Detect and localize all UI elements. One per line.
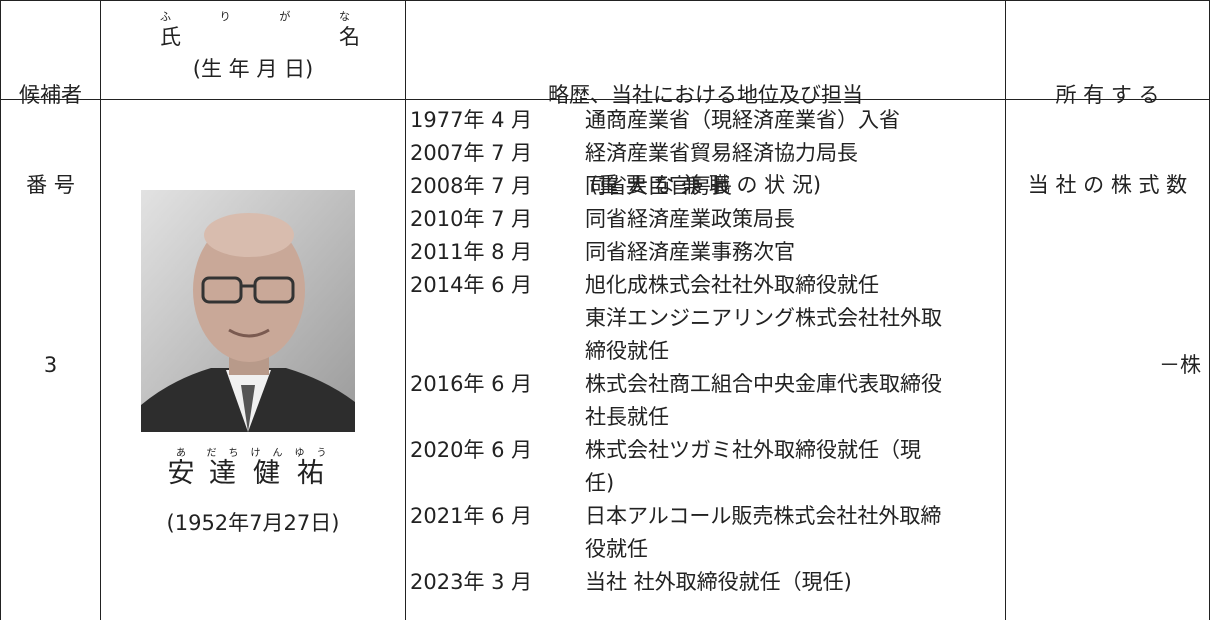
ruby-text: ゆう <box>294 448 339 459</box>
border <box>100 0 101 620</box>
furigana: り <box>219 10 231 23</box>
history-line: 同省経済産業政策局長 <box>585 207 795 231</box>
furigana: な <box>338 10 350 23</box>
header-text: 略歴、当社における地位及び担当 <box>548 83 863 107</box>
birth-date: (1952年7月27日) <box>166 511 340 535</box>
history-entry: 2008年 7 月 同省大臣官房長 <box>410 170 1002 203</box>
border <box>0 0 1210 1</box>
shares: －株 <box>1159 353 1201 377</box>
history-line: 日本アルコール販売株式会社社外取締 <box>585 504 942 528</box>
history-line: 社長就任 <box>585 405 669 429</box>
history-entry: 2011年 8 月 同省経済産業事務次官 <box>410 236 1002 269</box>
history-line: 同省経済産業事務次官 <box>585 240 795 264</box>
history-text: 同省経済産業政策局長 <box>585 203 795 236</box>
history-entry: 2016年 6 月 株式会社商工組合中央金庫代表取締役 社長就任 <box>410 368 1002 434</box>
header-text: (重 要 な 兼 職 の 状 況) <box>589 173 822 197</box>
candidate-number: 3 <box>43 353 58 377</box>
history-date: 2008年 7 月 <box>410 174 533 198</box>
history-line: 当社 社外取締役就任（現任) <box>585 570 852 594</box>
header-text: (生 年 月 日) <box>192 57 314 81</box>
candidate-name: 安あ達だち健けん祐ゆう <box>101 448 405 490</box>
portrait <box>141 190 355 432</box>
header-name: 氏 名 <box>160 22 360 52</box>
header-text: 候補者 <box>19 83 82 107</box>
kanji: 達 <box>206 458 251 489</box>
history-line: 任) <box>585 471 615 495</box>
header-text: 番 号 <box>26 173 75 197</box>
history-text: 当社 社外取締役就任（現任) <box>585 566 852 599</box>
header-number: 候補者 番 号 <box>1 20 100 260</box>
history-line: 経済産業省貿易経済協力局長 <box>585 141 858 165</box>
history-entry: 2023年 3 月 当社 社外取締役就任（現任) <box>410 566 1002 599</box>
history-text: 株式会社商工組合中央金庫代表取締役 社長就任 <box>585 368 942 434</box>
header-text: 名 <box>339 25 360 49</box>
kanji: 健 <box>250 458 295 489</box>
border <box>0 99 1210 100</box>
name-char: 達だち <box>206 448 251 489</box>
history-line: 株式会社ツガミ社外取締役就任（現 <box>585 438 921 462</box>
furigana: が <box>279 10 291 23</box>
career-history: 1977年 4 月 通商産業省（現経済産業省）入省 2007年 7 月 経済産業省貿易… <box>410 104 1002 599</box>
history-text: 株式会社ツガミ社外取締役就任（現 任) <box>585 434 921 500</box>
history-line: 同省大臣官房長 <box>585 174 732 198</box>
history-date: 2016年 6 月 <box>410 372 533 396</box>
history-text: 経済産業省貿易経済協力局長 <box>585 137 858 170</box>
history-line: 東洋エンジニアリング株式会社社外取 <box>585 306 942 330</box>
history-text: 通商産業省（現経済産業省）入省 <box>585 104 900 137</box>
history-date: 1977年 4 月 <box>410 108 533 132</box>
history-line: 通商産業省（現経済産業省）入省 <box>585 108 900 132</box>
border <box>1005 0 1006 620</box>
history-entry: 2007年 7 月 経済産業省貿易経済協力局長 <box>410 137 1002 170</box>
kanji: 安 <box>167 458 207 489</box>
history-entry: 2014年 6 月 旭化成株式会社社外取締役就任東洋エンジニアリング株式会社社外取… <box>410 269 1002 368</box>
name-char: 祐ゆう <box>294 448 339 489</box>
history-entry: 2010年 7 月 同省経済産業政策局長 <box>410 203 1002 236</box>
history-entry: 2021年 6 月 日本アルコール販売株式会社社外取締 役就任 <box>410 500 1002 566</box>
border <box>405 0 406 620</box>
history-entry: 2020年 6 月 株式会社ツガミ社外取締役就任（現 任) <box>410 434 1002 500</box>
header-text: 氏 <box>160 25 181 49</box>
history-date: 2021年 6 月 <box>410 504 533 528</box>
name-char: 健けん <box>250 448 295 489</box>
history-text: 日本アルコール販売株式会社社外取締 役就任 <box>585 500 941 566</box>
history-date: 2010年 7 月 <box>410 207 533 231</box>
history-text: 旭化成株式会社社外取締役就任東洋エンジニアリング株式会社社外取 締役就任 <box>585 269 942 368</box>
header-shares: 所 有 す る 当 社 の 株 式 数 <box>1006 20 1209 260</box>
history-date: 2020年 6 月 <box>410 438 533 462</box>
history-line: 旭化成株式会社社外取締役就任 <box>585 273 879 297</box>
border <box>0 0 1 620</box>
kanji: 祐 <box>294 458 339 489</box>
history-date: 2007年 7 月 <box>410 141 533 165</box>
history-line: 役就任 <box>585 537 648 561</box>
header-furigana: ふ り が な <box>160 8 350 24</box>
header-text: 所 有 す る <box>1055 83 1160 107</box>
name-char: 安あ <box>167 448 207 489</box>
history-entry: 1977年 4 月 通商産業省（現経済産業省）入省 <box>410 104 1002 137</box>
ruby-text: けん <box>250 448 295 459</box>
ruby-text: あ <box>167 448 207 459</box>
header-career: 略歴、当社における地位及び担当 (重 要 な 兼 職 の 状 況) <box>406 20 1005 260</box>
ruby-text: だち <box>206 448 251 459</box>
history-date: 2014年 6 月 <box>410 273 533 297</box>
header-text: 当 社 の 株 式 数 <box>1027 173 1188 197</box>
history-text: 同省経済産業事務次官 <box>585 236 795 269</box>
history-line: 締役就任 <box>585 339 669 363</box>
history-date: 2023年 3 月 <box>410 570 533 594</box>
history-line: 株式会社商工組合中央金庫代表取締役 <box>585 372 942 396</box>
history-date: 2011年 8 月 <box>410 240 533 264</box>
history-text: 同省大臣官房長 <box>585 170 732 203</box>
furigana: ふ <box>160 10 171 23</box>
